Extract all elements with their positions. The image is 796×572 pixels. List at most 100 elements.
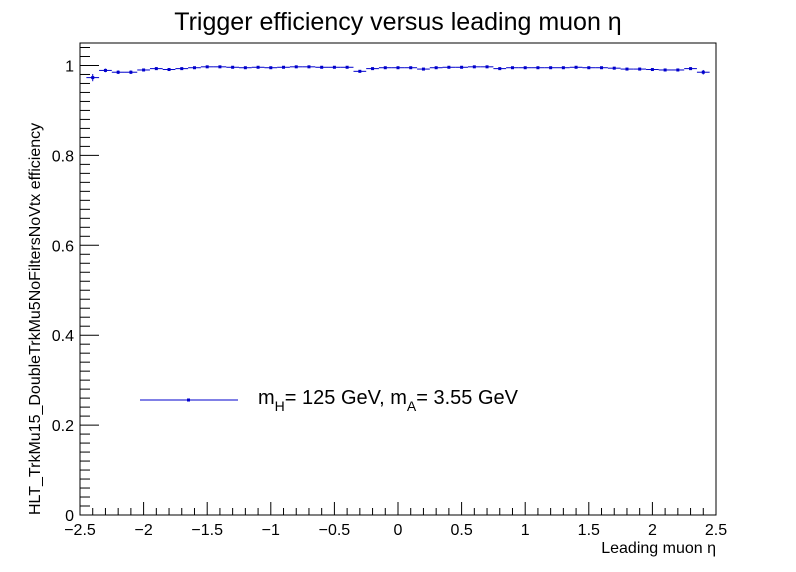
x-tick-label: 0 [394, 522, 403, 539]
legend-label: mH= 125 GeV, mA= 3.55 GeV [258, 387, 519, 414]
data-point [442, 65, 456, 69]
y-tick-label: 0 [65, 508, 74, 525]
point-marker [129, 70, 133, 74]
data-point [137, 68, 150, 72]
data-layer [86, 65, 710, 82]
data-point [277, 65, 290, 69]
data-point [633, 67, 647, 71]
data-point [557, 66, 570, 70]
point-marker [103, 68, 107, 72]
y-axis-label: HLT_TrkMu15_DoubleTrkMu5NoFiltersNoVtx e… [27, 123, 44, 515]
point-marker [638, 67, 642, 71]
data-point [264, 66, 278, 70]
point-marker [91, 76, 95, 80]
data-point [569, 65, 583, 69]
legend-label-subscript: H [275, 398, 285, 414]
data-point [188, 66, 201, 70]
y-tick-label: 0.4 [52, 328, 74, 345]
point-marker [689, 67, 693, 71]
point-marker [269, 66, 273, 70]
point-marker [498, 67, 502, 71]
data-point [340, 65, 354, 69]
data-point [226, 65, 239, 69]
point-marker [434, 66, 438, 70]
data-point [684, 67, 697, 71]
point-marker [243, 66, 247, 70]
point-marker [142, 68, 146, 72]
point-marker [447, 65, 451, 69]
point-marker [332, 65, 336, 69]
data-point [595, 66, 608, 70]
point-marker [320, 65, 324, 69]
x-tick-label: 2 [648, 522, 657, 539]
x-axis-label: Leading muon η [601, 540, 716, 557]
y-axis: 0 0.2 0.4 0.6 0.8 1 [52, 46, 99, 525]
y-tick-label: 0.6 [52, 238, 74, 255]
data-point [506, 66, 519, 70]
data-point [582, 66, 596, 70]
data-point [417, 67, 430, 71]
legend-label-part: = 125 GeV, m [285, 387, 407, 409]
data-point [289, 65, 303, 69]
data-point [239, 66, 252, 70]
point-marker [256, 65, 260, 69]
data-point [544, 66, 557, 70]
x-tick-label: 0.5 [450, 522, 472, 539]
legend: mH= 125 GeV, mA= 3.55 GeV [140, 387, 519, 414]
point-marker [205, 65, 209, 69]
data-point [251, 65, 265, 69]
chart-title: Trigger efficiency versus leading muon η [174, 8, 621, 36]
point-marker [383, 66, 387, 70]
point-marker [676, 68, 680, 72]
data-point [658, 68, 672, 72]
point-marker [192, 66, 196, 70]
legend-label-part: m [258, 387, 275, 409]
data-point [149, 67, 163, 71]
point-marker [510, 66, 514, 70]
data-point [391, 66, 405, 70]
point-marker [154, 67, 158, 71]
point-marker [625, 67, 629, 71]
point-marker [523, 66, 527, 70]
x-axis: −2.5 −2 −1.5 −1 −0.5 0 0.5 1 1.5 2 2.5 [64, 502, 727, 539]
point-marker [116, 70, 120, 74]
y-tick-label: 0.2 [52, 418, 74, 435]
x-tick-label: −1 [262, 522, 280, 539]
point-marker [307, 65, 311, 69]
point-marker [218, 65, 222, 69]
data-point [200, 65, 214, 69]
data-point [620, 67, 634, 71]
data-point [467, 65, 481, 69]
point-marker [460, 65, 464, 69]
point-marker [282, 65, 286, 69]
legend-marker-point [187, 398, 190, 402]
x-tick-label: −2.5 [64, 522, 96, 539]
y-tick-label: 1 [65, 58, 74, 75]
point-marker [409, 66, 413, 70]
point-marker [600, 66, 604, 70]
data-point [213, 65, 227, 69]
data-point [671, 68, 685, 72]
point-marker [371, 67, 375, 71]
data-point [111, 70, 125, 75]
point-marker [587, 66, 591, 70]
legend-label-part: = 3.55 GeV [416, 387, 518, 409]
data-point [366, 67, 379, 71]
data-point [302, 65, 316, 69]
y-tick-label: 0.8 [52, 148, 74, 165]
x-tick-label: −0.5 [319, 522, 351, 539]
data-point [493, 67, 507, 71]
data-point [480, 65, 494, 69]
data-point [353, 69, 367, 73]
data-point [531, 66, 545, 70]
x-tick-label: −2 [134, 522, 152, 539]
data-point [99, 68, 112, 73]
data-point [378, 66, 392, 70]
x-tick-label: −1.5 [191, 522, 223, 539]
point-marker [536, 66, 540, 70]
point-marker [574, 65, 578, 69]
point-marker [549, 66, 553, 70]
point-marker [701, 70, 705, 74]
